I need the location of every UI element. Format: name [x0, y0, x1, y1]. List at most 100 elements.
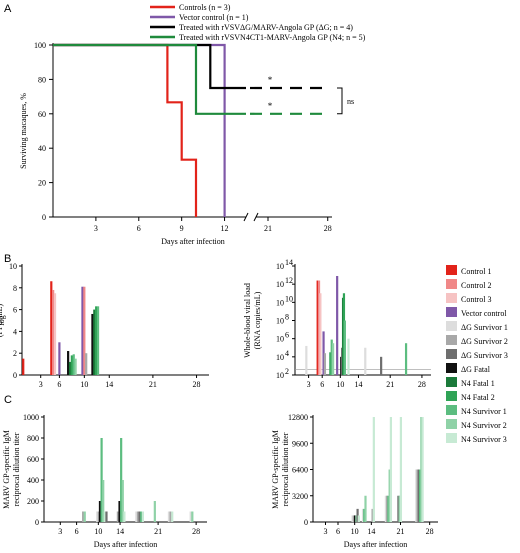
y-axis-label: MARV GP-specific IgM: [271, 430, 280, 509]
data-bar: [398, 495, 401, 522]
data-bar: [141, 511, 144, 522]
data-bar: [417, 469, 420, 522]
legend-swatch: [446, 293, 457, 303]
data-bar: [421, 417, 424, 522]
y-axis-label: (PFU/mL): [0, 304, 4, 338]
ns-label: ns: [347, 97, 354, 106]
legend-swatch: [446, 377, 457, 387]
x-tick-label: 6: [320, 380, 324, 389]
legend-label: N4 Fatal 2: [461, 393, 495, 402]
data-bar: [153, 501, 156, 522]
data-bar: [372, 417, 375, 522]
data-bar: [120, 438, 123, 522]
x-tick-label: 3: [58, 527, 62, 536]
legend-label: Vector control (n = 1): [179, 13, 249, 22]
y-tick-label: 600: [27, 455, 39, 464]
y-tick-label: 12800: [288, 413, 308, 422]
x-axis-label: Days after infection: [344, 540, 408, 549]
legend-label: N4 Survivor 2: [461, 421, 507, 430]
significance-bracket: [337, 87, 343, 115]
data-bar: [316, 280, 319, 375]
data-bar: [404, 343, 408, 375]
panel-letter-b: B: [4, 253, 11, 265]
data-bar: [364, 495, 367, 522]
data-bar: [397, 495, 400, 522]
y-axis-label: log: [0, 315, 6, 325]
data-bar: [85, 353, 88, 375]
data-bar: [169, 511, 172, 522]
asterisk-n4: *: [268, 101, 273, 111]
data-bar: [58, 342, 61, 375]
y-tick-label: 400: [27, 476, 39, 485]
x-axis-label: Days after infection: [161, 237, 225, 246]
asterisk-dg: *: [268, 75, 273, 85]
data-bar: [53, 293, 57, 375]
data-bar: [81, 286, 84, 375]
y-tick-label: 3200: [292, 492, 308, 501]
x-tick-label: 28: [192, 527, 200, 536]
data-bar: [363, 508, 366, 522]
legend-panel-b: Control 1 Control 2 Control 3 Vector contro…: [446, 265, 508, 444]
data-bar: [331, 343, 335, 375]
data-bar: [135, 511, 138, 522]
survival-line: [53, 43, 226, 217]
x-tick-label: 14: [116, 527, 124, 536]
y-axis-label: Surviving macaques, %: [19, 93, 28, 169]
legend-label: N4 Fatal 1: [461, 379, 495, 388]
legend-label: Treated with rVSVΔG/MARV-Angola GP (ΔG; …: [179, 23, 353, 32]
legend-swatch: [446, 405, 457, 415]
data-bar: [347, 338, 350, 375]
data-bar: [352, 515, 355, 522]
x-tick-label: 9: [180, 224, 184, 233]
data-bar: [319, 293, 322, 375]
data-bar: [95, 306, 98, 375]
survival-line: [53, 43, 198, 217]
data-bar: [386, 495, 389, 522]
y-tick-label: 100: [34, 41, 46, 50]
x-tick-label: 28: [418, 380, 426, 389]
y-tick-label: 0: [13, 371, 17, 380]
data-bar: [322, 331, 325, 375]
data-bar: [138, 511, 141, 522]
legend-label: Control 1: [461, 267, 491, 276]
panel-letter-a: A: [4, 3, 12, 15]
data-bar: [72, 354, 75, 375]
data-bar: [384, 495, 388, 522]
x-tick-label: 21: [386, 380, 394, 389]
data-bar: [50, 281, 53, 375]
legend-swatch: [446, 363, 457, 373]
igm-titer-chart-right: 0 3200 6400 9600 12800 3 6 10 14 21 28 MARV GP-spec…: [271, 413, 438, 549]
x-tick-label: 14: [367, 527, 375, 536]
x-tick-label: 28: [324, 224, 332, 233]
axis-break-mark: [253, 212, 259, 222]
data-bar: [191, 511, 194, 522]
data-bar: [96, 511, 99, 522]
data-bar: [140, 511, 143, 522]
data-bar: [380, 356, 383, 375]
legend-label: Control 3: [461, 295, 491, 304]
data-bar: [416, 469, 419, 522]
legend-label: N4 Survivor 3: [461, 435, 507, 444]
data-bar: [82, 511, 85, 522]
y-tick-label: 40: [38, 144, 46, 153]
y-axis-label: reciprocal dilution titer: [12, 432, 21, 506]
data-bar: [167, 511, 171, 522]
data-bar: [70, 355, 73, 375]
data-bar: [189, 511, 192, 522]
data-bar: [67, 351, 70, 375]
data-bar: [103, 511, 106, 522]
data-bar: [105, 511, 108, 522]
data-bar: [171, 511, 174, 522]
y-tick-exponent: 6: [285, 331, 289, 340]
legend-label: Controls (n = 3): [179, 3, 231, 12]
y-axis-label: reciprocal dilution titer: [281, 432, 290, 506]
data-bar: [420, 417, 423, 522]
data-bar: [83, 511, 86, 522]
data-bar: [123, 511, 126, 522]
y-tick-label: 0: [304, 518, 308, 527]
y-tick-label: 4: [13, 327, 17, 336]
legend-label: ΔG Survivor 2: [461, 337, 508, 346]
legend-swatch: [446, 307, 457, 317]
